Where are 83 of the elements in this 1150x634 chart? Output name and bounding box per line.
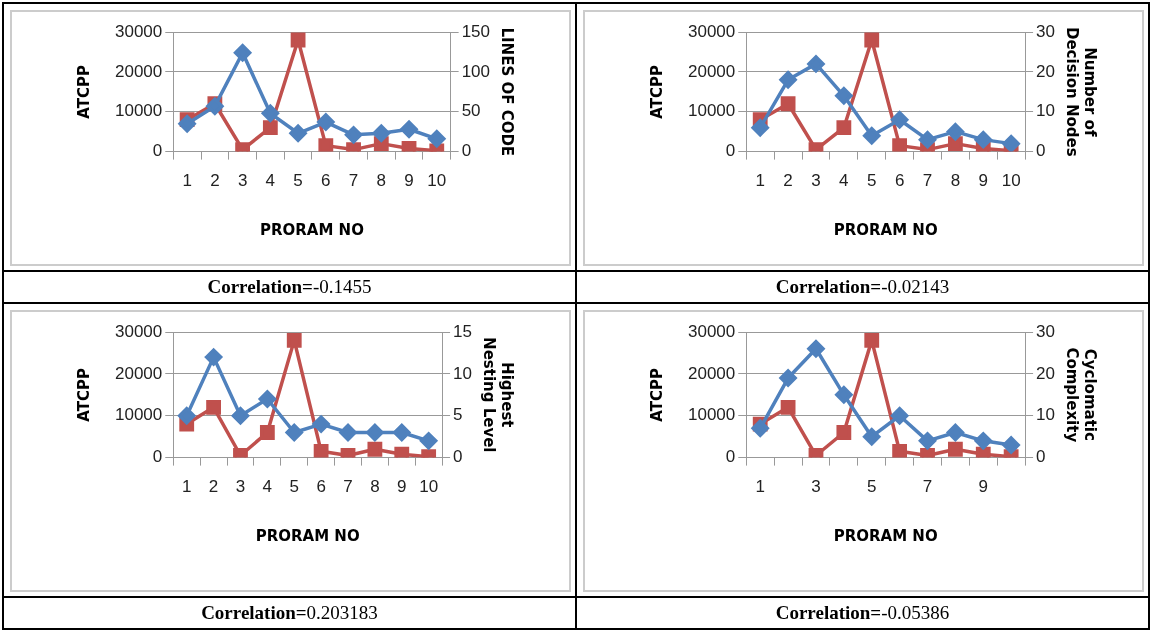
y2-axis-title: Number of Decision Nodes <box>1063 26 1100 157</box>
y-axis-title: ATCPP <box>74 367 93 422</box>
y-axis-title: ATCPP <box>647 367 666 422</box>
y2-tick-label: 100 <box>461 61 491 81</box>
y-tick-label: 20000 <box>687 363 736 383</box>
y-tick-label: 30000 <box>114 21 163 41</box>
x-tick-label: 9 <box>404 171 414 191</box>
x-tick-label: 3 <box>235 477 246 497</box>
y2-tick-label: 0 <box>461 141 472 161</box>
text: Correlation=0.203183 <box>4 596 575 628</box>
x-tick-label: 5 <box>289 477 299 497</box>
x-tick-label: 5 <box>867 477 877 497</box>
x-tick-label: 1 <box>755 477 765 497</box>
x-tick-label: 3 <box>237 171 248 191</box>
y2-tick-label: 5 <box>453 405 463 425</box>
y-tick-label: 30000 <box>687 321 736 341</box>
x-tick-label: 7 <box>343 477 353 497</box>
x-tick-label: 10 <box>427 171 447 191</box>
y2-tick-label: 20 <box>1036 363 1056 383</box>
x-tick-label: 8 <box>376 171 387 191</box>
x-tick-label: 3 <box>811 171 821 191</box>
y-tick-label: 0 <box>152 447 163 467</box>
y2-tick-label: 20 <box>1036 61 1056 81</box>
x-tick-label: 8 <box>950 171 961 191</box>
y2-tick-label: 150 <box>461 21 491 41</box>
x-tick-label: 9 <box>397 477 407 497</box>
y-tick-label: 30000 <box>687 21 736 41</box>
x-tick-label: 7 <box>348 171 359 191</box>
y-tick-label: 0 <box>725 447 736 467</box>
x-axis-title: PRORAM NO <box>833 220 938 239</box>
y2-axis-title: Highest Nesting Level <box>480 337 517 453</box>
x-tick-label: 6 <box>316 477 326 497</box>
y-tick-label: 20000 <box>687 61 736 81</box>
x-tick-label: 7 <box>922 477 933 497</box>
x-tick-label: 4 <box>265 171 276 191</box>
y2-tick-label: 50 <box>461 101 481 121</box>
y-tick-label: 10000 <box>114 405 163 425</box>
y2-tick-label: 10 <box>453 363 473 383</box>
y2-tick-label: 10 <box>1036 101 1056 121</box>
y2-axis-title: LINES OF CODE <box>498 27 517 157</box>
y-tick-label: 20000 <box>114 363 163 383</box>
x-tick-label: 4 <box>839 171 849 191</box>
y-tick-label: 0 <box>725 141 736 161</box>
x-tick-label: 6 <box>894 171 905 191</box>
x-tick-label: 6 <box>321 171 331 191</box>
x-tick-label: 8 <box>370 477 380 497</box>
x-tick-label: 9 <box>978 171 988 191</box>
x-tick-label: 5 <box>867 171 877 191</box>
y-tick-label: 30000 <box>114 321 163 341</box>
y2-tick-label: 30 <box>1036 21 1056 41</box>
text: Correlation=-0.05386 <box>577 596 1148 628</box>
x-tick-label: 4 <box>262 477 273 497</box>
x-tick-label: 1 <box>182 171 192 191</box>
y-tick-label: 10000 <box>687 405 736 425</box>
y-tick-label: 10000 <box>687 101 736 121</box>
x-axis-title: PRORAM NO <box>259 220 364 239</box>
x-tick-label: 9 <box>978 477 988 497</box>
x-axis-title: PRORAM NO <box>833 526 938 545</box>
x-tick-label: 10 <box>419 477 439 497</box>
x-tick-label: 7 <box>922 171 933 191</box>
y2-tick-label: 0 <box>453 447 463 467</box>
x-tick-label: 2 <box>783 171 793 191</box>
y2-axis-title: Cyclomatic Complexity <box>1063 347 1100 443</box>
y2-tick-label: 30 <box>1036 321 1056 341</box>
x-tick-label: 1 <box>755 171 765 191</box>
x-tick-label: 3 <box>811 477 821 497</box>
text: Correlation=-0.1455 <box>4 270 575 302</box>
y-axis-title: ATCPP <box>74 64 93 119</box>
y-tick-label: 0 <box>152 141 163 161</box>
y2-tick-label: 0 <box>1036 447 1046 467</box>
x-axis-title: PRORAM NO <box>255 526 360 545</box>
y2-tick-label: 15 <box>453 321 473 341</box>
text: Correlation=-0.02143 <box>577 270 1148 302</box>
y-tick-label: 10000 <box>114 101 163 121</box>
x-tick-label: 2 <box>210 171 220 191</box>
x-tick-label: 1 <box>181 477 192 497</box>
y-axis-title: ATCPP <box>647 64 666 119</box>
x-tick-label: 10 <box>1001 171 1021 191</box>
y2-tick-label: 0 <box>1036 141 1046 161</box>
y-tick-label: 20000 <box>114 61 163 81</box>
x-tick-label: 5 <box>293 171 303 191</box>
x-tick-label: 2 <box>208 477 219 497</box>
y2-tick-label: 10 <box>1036 405 1056 425</box>
